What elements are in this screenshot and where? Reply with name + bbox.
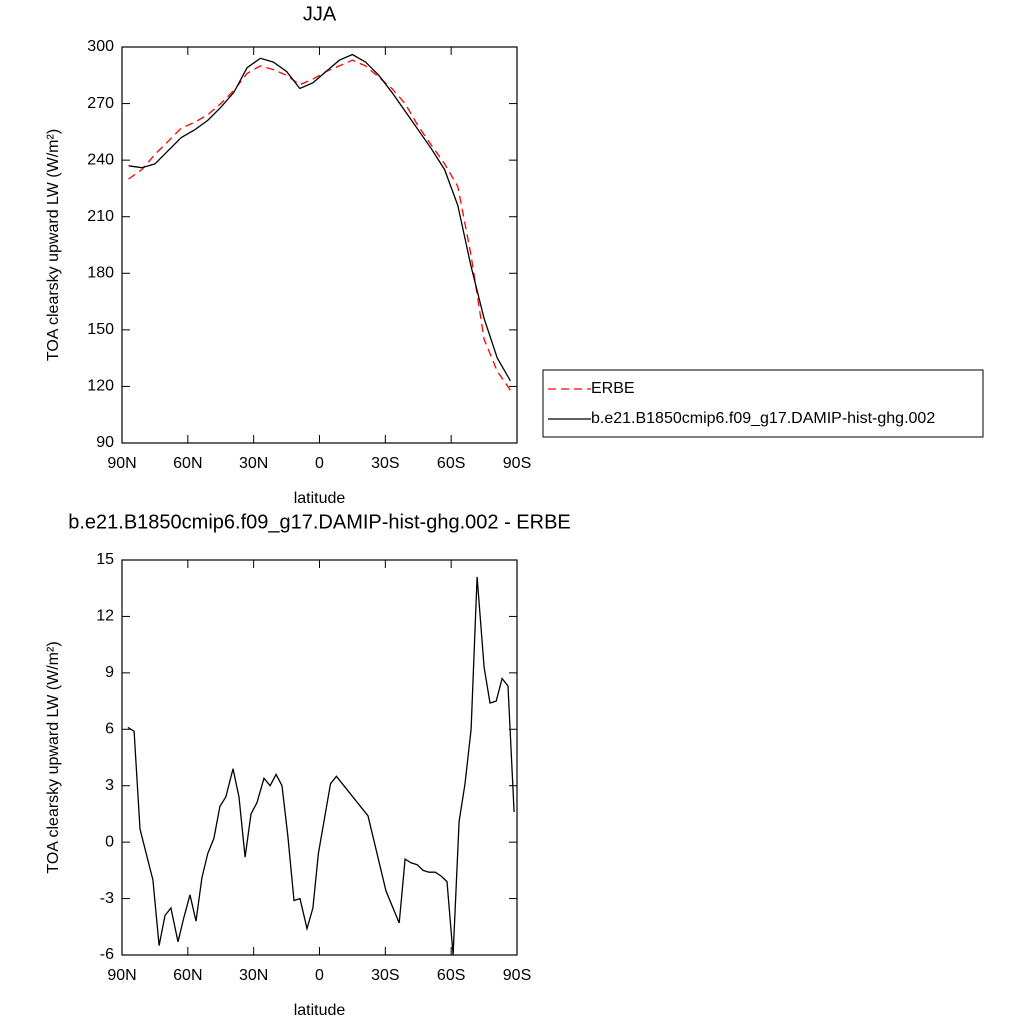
x-tick-label: 30N [239, 967, 268, 984]
chart-title: b.e21.B1850cmip6.f09_g17.DAMIP-hist-ghg.… [68, 511, 571, 533]
x-tick-label: 0 [315, 455, 324, 472]
x-tick-label: 90S [503, 455, 531, 472]
plot-frame [121, 559, 518, 956]
y-axis-label: TOA clearsky upward LW (W/m²) [45, 129, 62, 361]
legend-label: b.e21.B1850cmip6.f09_g17.DAMIP-hist-ghg.… [591, 410, 935, 427]
legend-box [542, 369, 984, 438]
x-axis-label: latitude [294, 1002, 346, 1019]
x-tick-label: 60N [173, 455, 202, 472]
legend-label: ERBE [591, 380, 635, 397]
x-axis-label: latitude [294, 490, 346, 507]
x-tick-label: 90S [503, 967, 531, 984]
y-tick-label: 15 [96, 551, 114, 568]
x-tick-label: 30N [239, 455, 268, 472]
x-tick-label: 30S [371, 455, 399, 472]
y-tick-label: 120 [87, 378, 114, 395]
y-tick-label: 0 [105, 833, 114, 850]
y-tick-label: 270 [87, 95, 114, 112]
x-tick-label: 60S [437, 455, 465, 472]
y-tick-label: 3 [105, 777, 114, 794]
line-series [128, 53, 511, 382]
y-tick-label: -6 [100, 946, 114, 963]
plot-frame [121, 46, 518, 444]
x-tick-label: 60S [437, 967, 465, 984]
line-series [128, 59, 511, 391]
y-axis-label: TOA clearsky upward LW (W/m²) [45, 641, 62, 873]
y-tick-label: 6 [105, 721, 114, 738]
y-tick-label: 300 [87, 38, 114, 55]
y-tick-label: 240 [87, 151, 114, 168]
x-tick-label: 60N [173, 967, 202, 984]
x-tick-label: 90N [107, 967, 136, 984]
y-tick-label: 210 [87, 208, 114, 225]
y-tick-label: 9 [105, 664, 114, 681]
y-tick-label: 180 [87, 265, 114, 282]
line-series [127, 576, 515, 956]
y-tick-label: 150 [87, 321, 114, 338]
chart-title: JJA [303, 3, 337, 25]
x-tick-label: 0 [315, 967, 324, 984]
x-tick-label: 30S [371, 967, 399, 984]
x-tick-label: 90N [107, 455, 136, 472]
y-tick-label: -3 [100, 890, 114, 907]
y-tick-label: 12 [96, 608, 114, 625]
y-tick-label: 90 [96, 434, 114, 451]
